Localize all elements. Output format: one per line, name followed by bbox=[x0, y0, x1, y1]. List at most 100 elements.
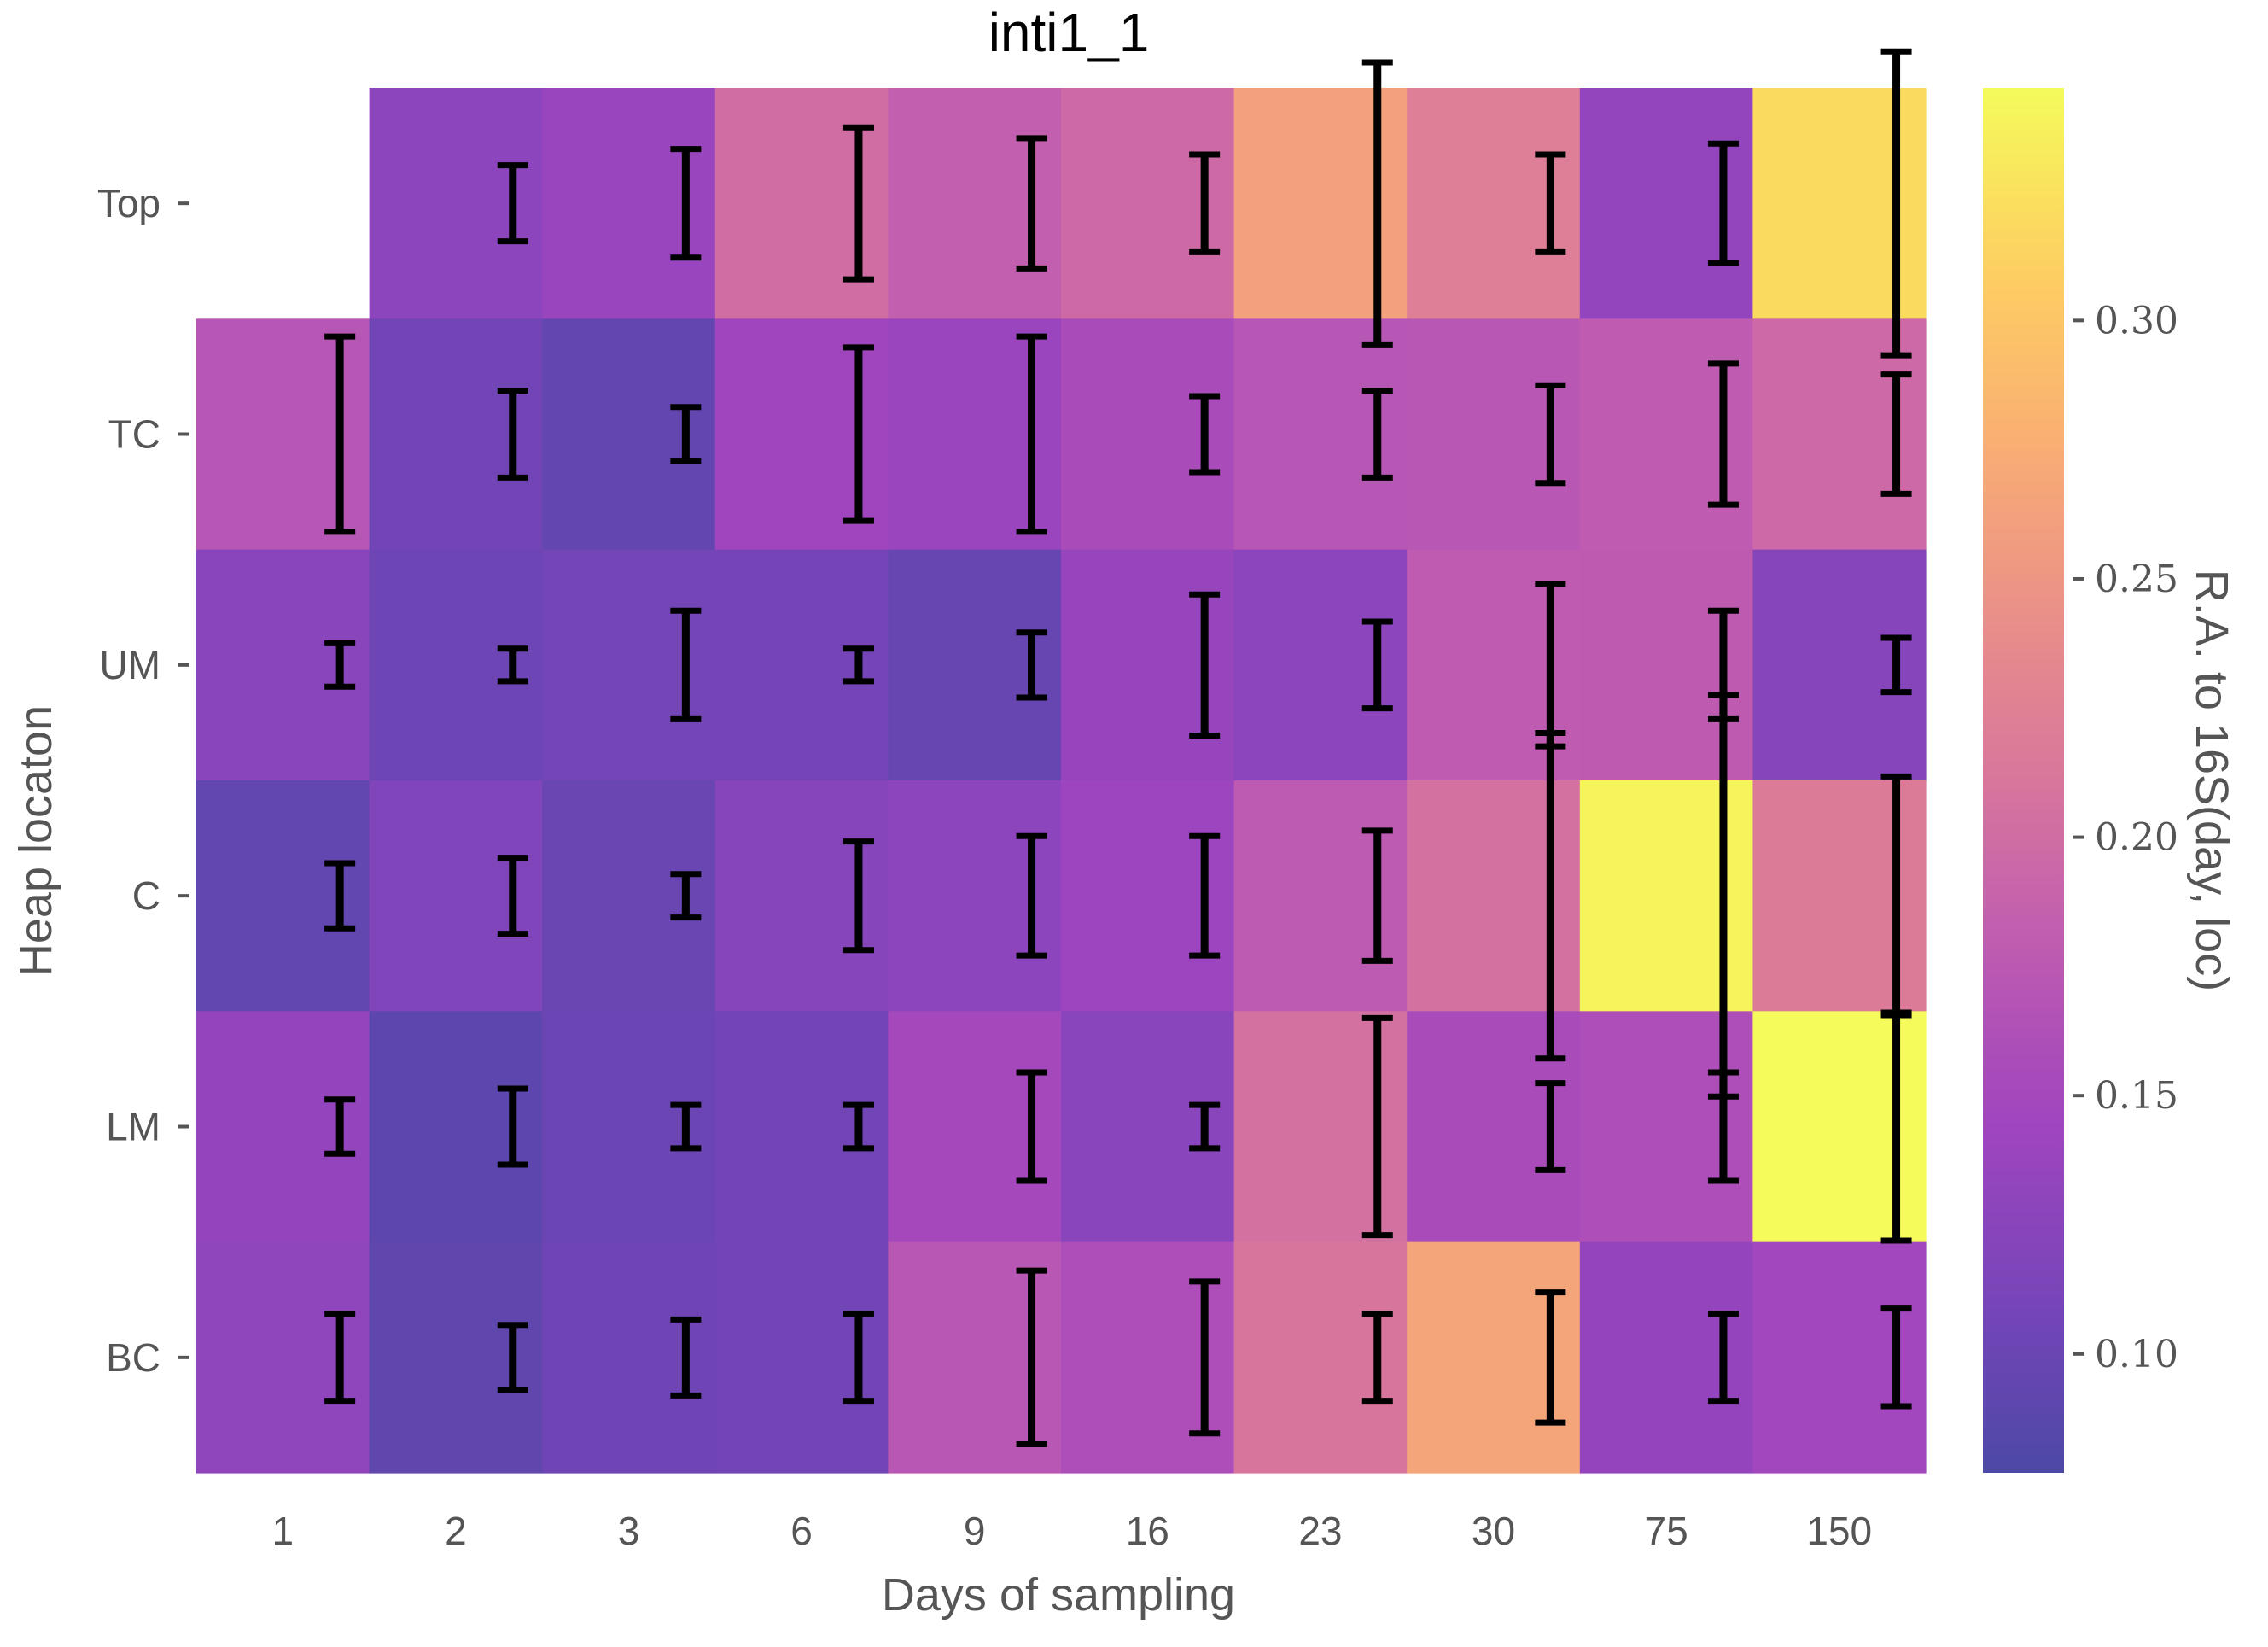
error-bar bbox=[1016, 629, 1047, 701]
error-bar bbox=[1707, 140, 1739, 266]
colorbar-tick-label: 0.10 bbox=[2095, 1333, 2178, 1376]
error-bar bbox=[1880, 1305, 1912, 1410]
error-bar bbox=[1880, 634, 1912, 696]
colorbar-gradient bbox=[1983, 88, 2064, 1473]
error-bar bbox=[1189, 591, 1221, 739]
heatmap-cell bbox=[1752, 549, 1927, 781]
error-bar bbox=[1189, 832, 1221, 959]
heatmap-cell bbox=[1407, 318, 1581, 551]
error-bar bbox=[1535, 382, 1566, 487]
error-bar bbox=[670, 146, 702, 261]
chart-title: inti1_1 bbox=[988, 2, 1150, 63]
error-bar bbox=[1189, 1101, 1221, 1152]
error-bar bbox=[842, 1311, 874, 1405]
error-bar bbox=[1880, 48, 1912, 359]
error-bar bbox=[1016, 333, 1047, 535]
y-tick-label: UM bbox=[99, 643, 160, 687]
error-bar bbox=[324, 1311, 356, 1405]
error-bar bbox=[1016, 135, 1047, 272]
heatmap-cell bbox=[1233, 1011, 1408, 1243]
heatmap-cell bbox=[369, 780, 543, 1012]
error-bar bbox=[1016, 1267, 1047, 1448]
error-bar bbox=[670, 607, 702, 722]
x-tick-label: 3 bbox=[618, 1509, 640, 1553]
error-bar bbox=[1361, 1311, 1393, 1405]
error-bar bbox=[497, 855, 528, 937]
heatmap-cell bbox=[1752, 780, 1927, 1012]
colorbar: 0.10 0.15 0.20 0.25 0.30 R.A. to 16S(day, lo… bbox=[1983, 88, 2237, 1473]
error-bar bbox=[842, 645, 874, 685]
heatmap-cell bbox=[1061, 549, 1235, 781]
heatmap-cell bbox=[888, 1241, 1062, 1474]
heatmap-cell bbox=[196, 549, 370, 781]
x-tick-label: 30 bbox=[1472, 1509, 1515, 1553]
heatmap-cell bbox=[542, 1241, 716, 1474]
x-tick-label: 1 bbox=[272, 1509, 294, 1553]
heatmap-cell bbox=[1233, 1241, 1408, 1474]
y-axis: Top TC UM C LM BC bbox=[97, 181, 189, 1380]
heatmap-cell bbox=[1579, 549, 1753, 781]
error-bar bbox=[1707, 1069, 1739, 1184]
heatmap-cell bbox=[1407, 780, 1581, 1012]
heatmap-cell bbox=[369, 549, 543, 781]
heatmap-cell bbox=[1061, 1011, 1235, 1243]
error-bar bbox=[497, 1322, 528, 1393]
error-bar bbox=[1535, 1289, 1566, 1426]
heatmap-cell bbox=[196, 1241, 370, 1474]
x-tick-label: 150 bbox=[1806, 1509, 1872, 1553]
error-bar bbox=[842, 1101, 874, 1152]
heatmap-cell bbox=[888, 318, 1062, 551]
x-tick-label: 6 bbox=[790, 1509, 813, 1553]
heatmap-cell bbox=[542, 1011, 716, 1243]
colorbar-tick-label: 0.25 bbox=[2095, 558, 2178, 601]
error-bars bbox=[324, 48, 1912, 1448]
error-bar bbox=[670, 404, 702, 464]
error-bar bbox=[1361, 827, 1393, 964]
error-bar bbox=[1535, 1080, 1566, 1173]
error-bar bbox=[1189, 1278, 1221, 1437]
colorbar-ticks: 0.10 0.15 0.20 0.25 0.30 bbox=[2073, 299, 2178, 1376]
y-axis-label: Heap locaton bbox=[10, 705, 61, 977]
heatmap-cell bbox=[369, 318, 543, 551]
colorbar-tick-label: 0.15 bbox=[2095, 1074, 2178, 1118]
heatmap-cell bbox=[369, 1241, 543, 1474]
error-bar bbox=[324, 640, 356, 690]
heatmap-cell bbox=[542, 549, 716, 781]
error-bar bbox=[1016, 1069, 1047, 1184]
y-tick-label: C bbox=[132, 873, 160, 918]
x-tick-label: 75 bbox=[1645, 1509, 1688, 1553]
x-axis-label: Days of sampling bbox=[882, 1569, 1235, 1621]
error-bar bbox=[670, 1101, 702, 1152]
error-bar bbox=[1361, 59, 1393, 348]
error-bar bbox=[1880, 371, 1912, 497]
error-bar bbox=[842, 124, 874, 283]
heatmap-cell bbox=[542, 780, 716, 1012]
heatmap-cell bbox=[1233, 780, 1408, 1012]
heatmap-cell bbox=[888, 780, 1062, 1012]
heatmap-cell bbox=[196, 318, 370, 551]
heatmap-cell bbox=[1579, 88, 1753, 319]
error-bar bbox=[497, 1085, 528, 1168]
heatmap-cell bbox=[1579, 1011, 1753, 1243]
heatmap-cell bbox=[888, 88, 1062, 319]
heatmap-cell bbox=[1579, 780, 1753, 1012]
colorbar-label: R.A. to 16S(day, loc) bbox=[2186, 569, 2237, 991]
error-bar bbox=[497, 645, 528, 685]
error-bar bbox=[1361, 618, 1393, 712]
error-bar bbox=[1016, 832, 1047, 959]
error-bar bbox=[842, 344, 874, 524]
heatmap-cell bbox=[714, 549, 889, 781]
heatmap-cell bbox=[1752, 1241, 1927, 1474]
error-bar bbox=[1189, 393, 1221, 476]
heatmap-cell bbox=[1407, 1241, 1581, 1474]
heatmap-cell bbox=[196, 780, 370, 1012]
heatmap-cell bbox=[1752, 1011, 1927, 1243]
error-bar bbox=[497, 388, 528, 481]
error-bar bbox=[1707, 360, 1739, 508]
heatmap-cell bbox=[369, 1011, 543, 1243]
heatmap-cells bbox=[196, 88, 1927, 1474]
heatmap-cell bbox=[1061, 1241, 1235, 1474]
heatmap-cell bbox=[1233, 88, 1408, 319]
heatmap-cell bbox=[369, 88, 543, 319]
colorbar-tick-label: 0.30 bbox=[2095, 299, 2178, 342]
